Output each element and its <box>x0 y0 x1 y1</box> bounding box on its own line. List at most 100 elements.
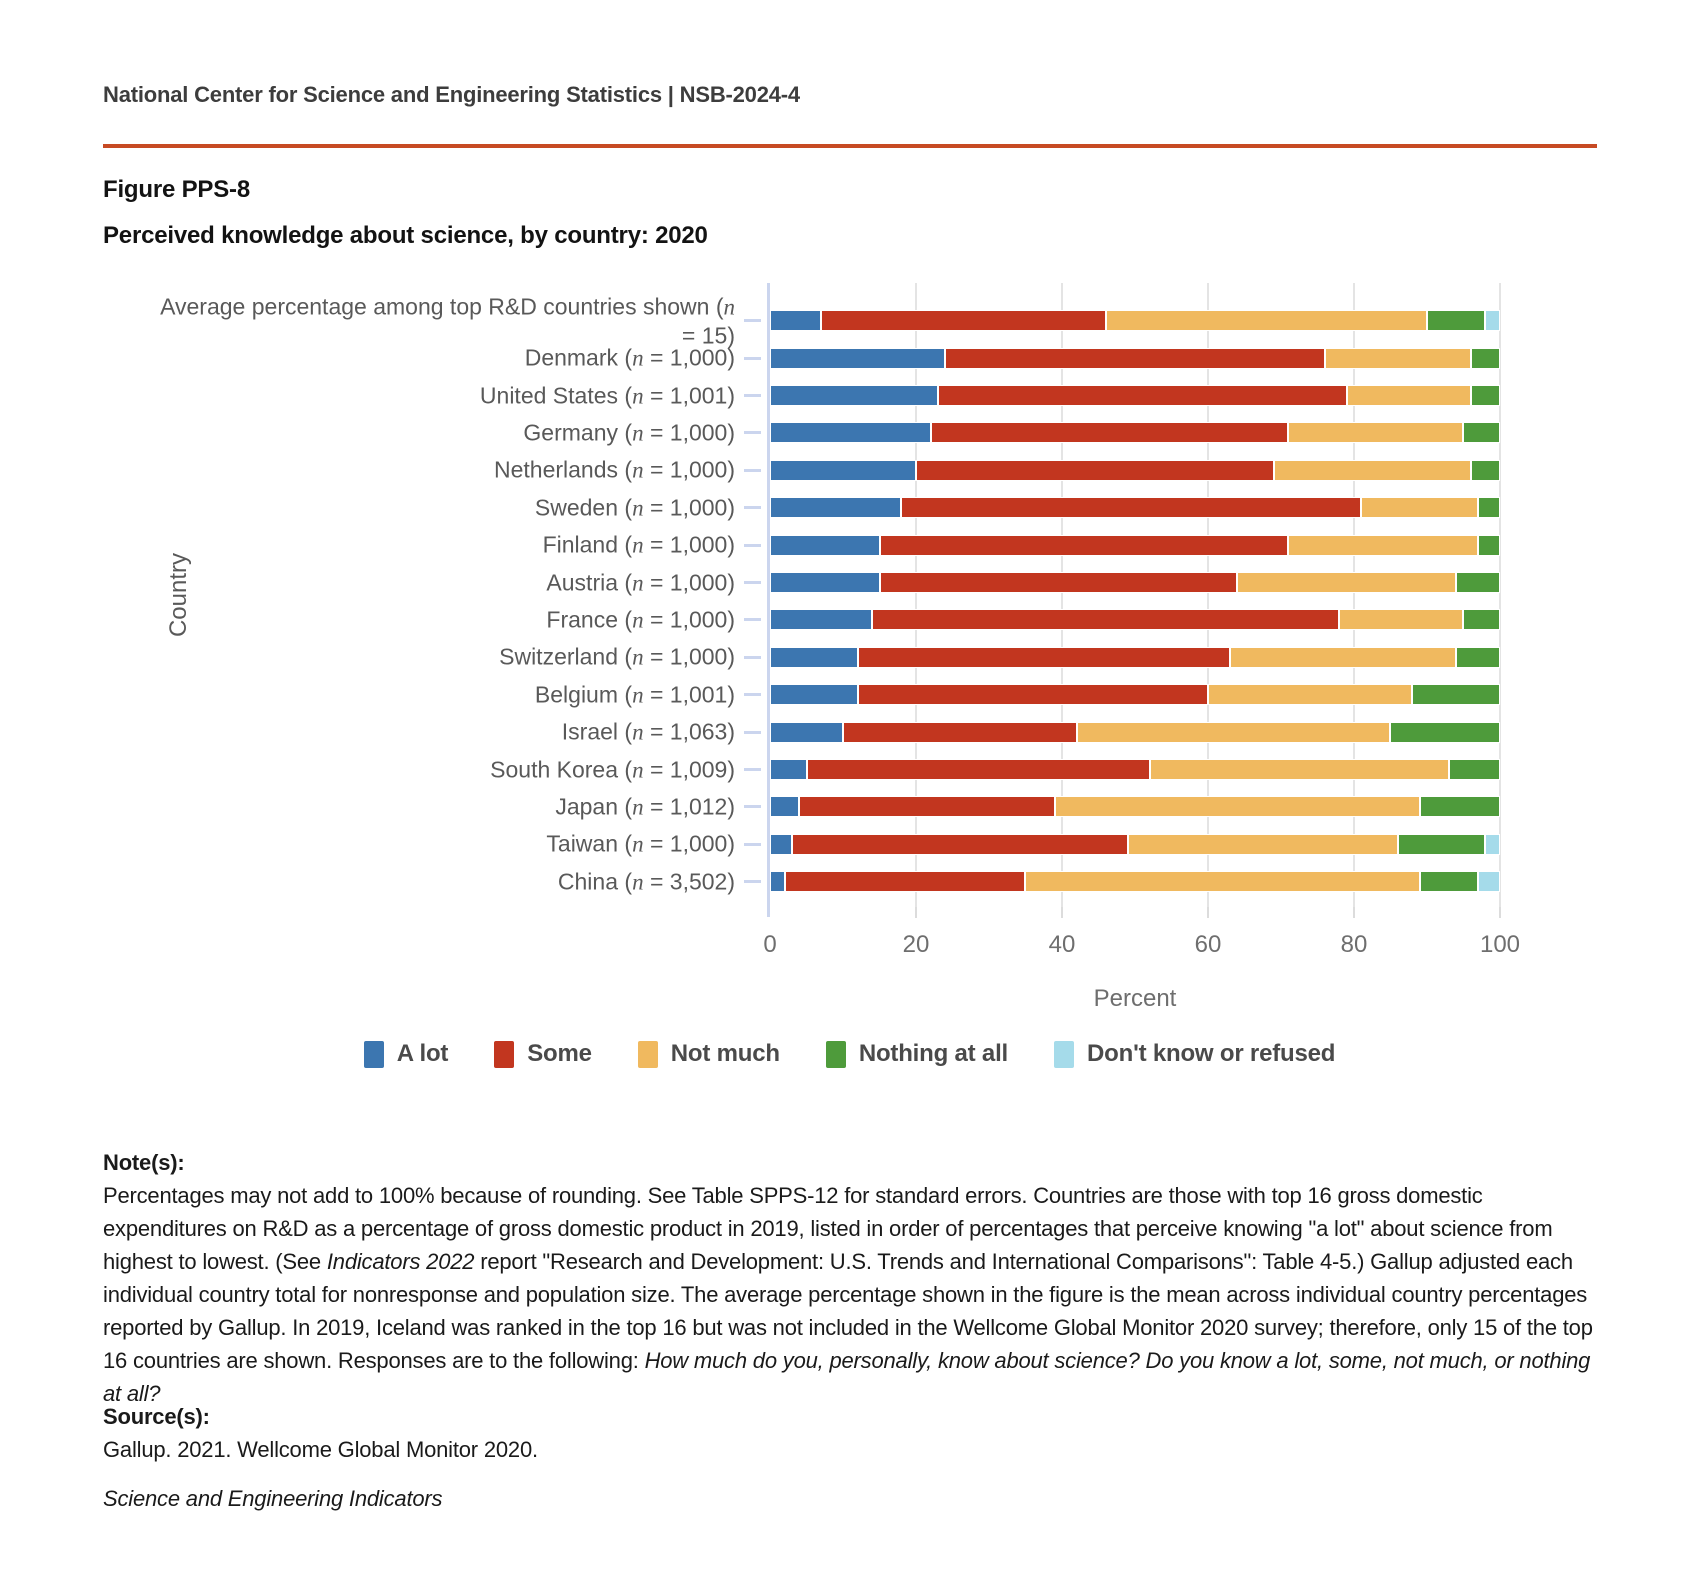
n-symbol: n <box>632 719 644 745</box>
bar-segment-some <box>879 534 1289 556</box>
bar-segment-some <box>857 684 1208 706</box>
legend-item-don-t-know-or-refused: Don't know or refused <box>1054 1040 1335 1068</box>
bar-row-taiwan <box>770 833 1500 855</box>
bar-segment-not-much <box>1346 385 1471 406</box>
bar-segment-some <box>821 310 1106 332</box>
y-tick-mark <box>744 768 761 771</box>
notes-heading: Note(s): <box>103 1150 185 1175</box>
legend-swatch-a-lot-icon <box>363 1040 384 1068</box>
bar-segment-a-lot <box>770 684 858 706</box>
bar-segment-not-much <box>1229 646 1457 668</box>
x-tick-label-60: 60 <box>1194 931 1222 958</box>
bar-segment-a-lot <box>770 422 931 444</box>
row-label-sweden: Sweden (n = 1,000) <box>534 494 735 521</box>
notes-italic-run: How much do you, personally, know about … <box>103 1348 1591 1406</box>
figure-title: Perceived knowledge about science, by co… <box>103 222 708 249</box>
legend-label-a-lot: A lot <box>396 1040 449 1067</box>
n-symbol: n <box>632 644 644 670</box>
bar-segment-some <box>937 385 1347 406</box>
bar-segment-not-much <box>1054 796 1420 818</box>
legend-swatch-not-much-icon <box>637 1040 658 1068</box>
n-symbol: n <box>632 869 644 895</box>
bar-segment-not-much <box>1273 459 1471 481</box>
legend-item-some: Some <box>494 1040 592 1068</box>
y-tick-mark <box>744 581 761 584</box>
bar-segment-a-lot <box>770 833 792 855</box>
legend-label-nothing-at-all: Nothing at all <box>858 1040 1009 1067</box>
x-tick-mark-80 <box>1353 907 1355 918</box>
bar-segment-nothing-at-all <box>1463 609 1500 631</box>
x-tick-label-80: 80 <box>1340 931 1368 958</box>
row-label-japan: Japan (n = 1,012) <box>555 793 735 820</box>
y-tick-mark <box>744 730 761 734</box>
y-tick-mark <box>744 543 761 547</box>
bar-segment-nothing-at-all <box>1456 646 1500 668</box>
bar-segment-some <box>784 871 1026 893</box>
notes-text-run: report "Research and Development: U.S. T… <box>103 1249 1593 1373</box>
n-symbol: n <box>632 383 644 408</box>
x-tick-mark-100 <box>1499 907 1501 918</box>
bar-segment-a-lot <box>770 759 807 780</box>
bar-segment-some <box>872 609 1340 631</box>
bar-segment-don-t-know-or-refused <box>1485 833 1500 855</box>
bar-segment-some <box>799 796 1055 818</box>
y-tick-mark <box>744 618 761 622</box>
row-label-finland: Finland (n = 1,000) <box>542 531 735 558</box>
bar-segment-a-lot <box>770 646 858 668</box>
n-symbol: n <box>632 345 644 371</box>
notes-text-run: Percentages may not add to 100% because … <box>103 1183 1553 1274</box>
bar-segment-nothing-at-all <box>1456 572 1500 593</box>
y-tick-mark <box>744 655 761 659</box>
row-label-denmark: Denmark (n = 1,000) <box>524 344 735 371</box>
gridline-100 <box>1499 283 1501 907</box>
y-tick-mark <box>744 468 761 472</box>
n-symbol: n <box>632 570 644 595</box>
y-tick-mark <box>744 842 761 846</box>
bar-row-united-states <box>770 385 1500 406</box>
bar-segment-some <box>930 422 1289 444</box>
legend-item-a-lot: A lot <box>363 1040 449 1068</box>
bar-segment-a-lot <box>770 572 880 593</box>
bar-segment-a-lot <box>770 871 785 893</box>
row-label-taiwan: Taiwan (n = 1,000) <box>546 830 735 857</box>
bar-segment-some <box>945 347 1325 369</box>
bar-segment-not-much <box>1149 759 1449 780</box>
x-tick-label-20: 20 <box>902 931 930 958</box>
legend-label-some: Some <box>527 1040 592 1067</box>
row-label-south-korea: South Korea (n = 1,009) <box>490 756 735 782</box>
bar-segment-a-lot <box>770 721 843 743</box>
bar-segment-nothing-at-all <box>1412 684 1500 706</box>
n-symbol: n <box>632 607 644 633</box>
n-symbol: n <box>632 457 644 483</box>
bar-segment-nothing-at-all <box>1419 796 1500 818</box>
bar-segment-some <box>879 572 1238 593</box>
bar-segment-nothing-at-all <box>1470 459 1500 481</box>
legend-label-don-t-know-or-refused: Don't know or refused <box>1087 1040 1336 1067</box>
bar-segment-some <box>806 759 1150 780</box>
notes-section: Note(s): Percentages may not add to 100%… <box>103 1146 1608 1410</box>
bar-row-china <box>770 871 1500 893</box>
row-label-austria: Austria (n = 1,000) <box>546 569 735 595</box>
x-tick-label-100: 100 <box>1479 931 1521 958</box>
bar-segment-a-lot <box>770 459 916 481</box>
gridline-20 <box>915 283 917 907</box>
x-tick-label-0: 0 <box>763 931 777 958</box>
n-symbol: n <box>632 831 644 857</box>
bar-segment-nothing-at-all <box>1470 385 1500 406</box>
stacked-bar-chart: Country Average percentage among top R&D… <box>0 283 1699 1043</box>
row-label-belgium: Belgium (n = 1,001) <box>534 681 735 708</box>
bar-segment-not-much <box>1339 609 1464 631</box>
legend-swatch-some-icon <box>494 1040 515 1068</box>
bar-segment-some <box>901 497 1362 519</box>
y-tick-mark <box>744 356 761 360</box>
sources-body: Gallup. 2021. Wellcome Global Monitor 20… <box>103 1437 538 1462</box>
legend-label-not-much: Not much <box>670 1040 780 1067</box>
bar-segment-a-lot <box>770 534 880 556</box>
bar-segment-don-t-know-or-refused <box>1485 310 1500 332</box>
bar-segment-nothing-at-all <box>1463 422 1500 444</box>
footer-publication: Science and Engineering Indicators <box>103 1486 443 1511</box>
row-label-average-percentage-among-top-r-d-countries-shown: Average percentage among top R&D countri… <box>160 293 735 349</box>
gridline-60 <box>1207 283 1209 907</box>
bar-row-denmark <box>770 347 1500 369</box>
document-header: National Center for Science and Engineer… <box>103 82 800 107</box>
